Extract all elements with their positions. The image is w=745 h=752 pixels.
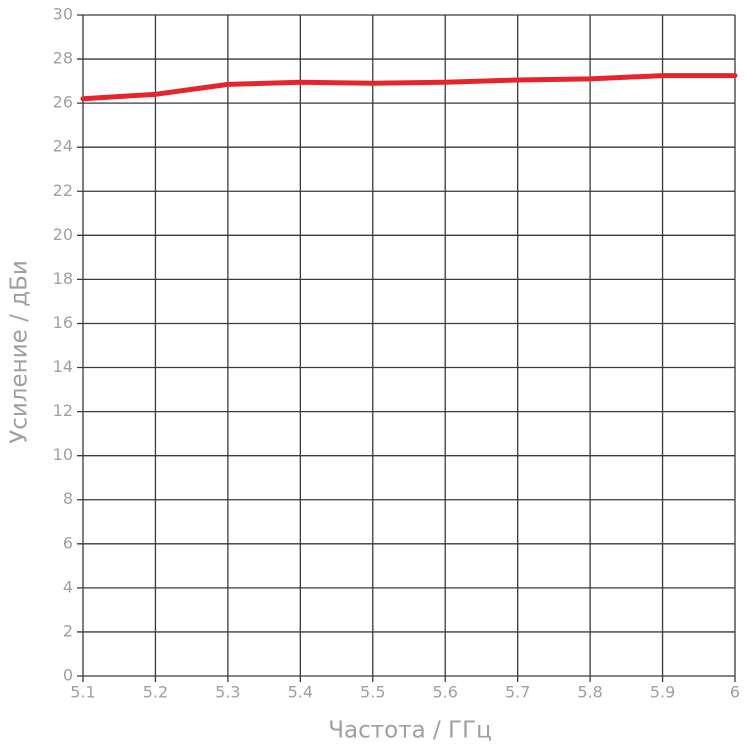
y-tick-label: 22	[53, 181, 73, 200]
x-tick-label: 5.8	[577, 683, 602, 702]
x-tick-label: 6	[730, 683, 740, 702]
y-tick-label: 26	[53, 93, 73, 112]
x-axis-title: Частота / ГГц	[328, 718, 492, 744]
y-tick-label: 30	[53, 5, 73, 24]
x-tick-label: 5.4	[288, 683, 313, 702]
y-tick-label: 14	[53, 357, 73, 376]
x-tick-label: 5.2	[143, 683, 168, 702]
data-line	[80, 73, 738, 102]
y-tick-label: 16	[53, 313, 73, 332]
y-tick-label: 20	[53, 225, 73, 244]
y-tick-label: 2	[63, 621, 73, 640]
x-tick-label: 5.1	[70, 683, 95, 702]
y-tick-label: 8	[63, 489, 73, 508]
y-axis-title: Усиление / дБи	[7, 260, 33, 444]
y-tick-label: 12	[53, 401, 73, 420]
y-tick-label: 28	[53, 49, 73, 68]
y-tick-label: 24	[53, 137, 73, 156]
x-tick-label: 5.6	[432, 683, 457, 702]
y-tick-label: 10	[53, 445, 73, 464]
y-tick-label: 0	[63, 666, 73, 685]
y-tick-label: 4	[63, 577, 73, 596]
x-tick-label: 5.5	[360, 683, 385, 702]
y-tick-label: 18	[53, 269, 73, 288]
x-tick-label: 5.9	[650, 683, 675, 702]
x-tick-label: 5.7	[505, 683, 530, 702]
x-tick-label: 5.3	[215, 683, 240, 702]
y-tick-label: 6	[63, 533, 73, 552]
